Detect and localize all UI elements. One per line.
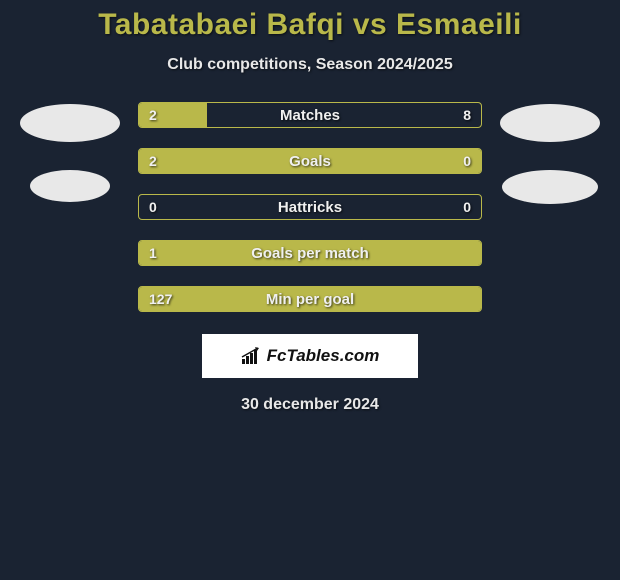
stat-label: Min per goal [139,287,481,311]
stat-row-goals: 2 Goals 0 [138,148,482,174]
page-title: Tabatabaei Bafqi vs Esmaeili [0,8,620,42]
stats-area: 2 Matches 8 2 Goals 0 0 Hattricks 0 [0,102,620,312]
stat-row-min-per-goal: 127 Min per goal [138,286,482,312]
player2-avatar-1 [500,104,600,142]
stat-label: Goals per match [139,241,481,265]
comparison-widget: Tabatabaei Bafqi vs Esmaeili Club compet… [0,0,620,414]
player1-avatar-1 [20,104,120,142]
stat-label: Goals [139,149,481,173]
bar-chart-icon [241,347,263,365]
stat-value-right: 0 [463,195,471,219]
stat-bars: 2 Matches 8 2 Goals 0 0 Hattricks 0 [138,102,482,312]
right-avatar-column [500,104,600,204]
logo-text: FcTables.com [267,346,380,366]
stat-label: Hattricks [139,195,481,219]
stat-value-right: 0 [463,149,471,173]
stat-row-goals-per-match: 1 Goals per match [138,240,482,266]
player1-avatar-2 [30,170,110,202]
competition-subtitle: Club competitions, Season 2024/2025 [0,56,620,74]
fctables-logo[interactable]: FcTables.com [202,334,418,378]
stat-row-hattricks: 0 Hattricks 0 [138,194,482,220]
generation-date: 30 december 2024 [0,396,620,414]
left-avatar-column [20,104,120,202]
stat-label: Matches [139,103,481,127]
stat-value-right: 8 [463,103,471,127]
player2-avatar-2 [502,170,598,204]
stat-row-matches: 2 Matches 8 [138,102,482,128]
